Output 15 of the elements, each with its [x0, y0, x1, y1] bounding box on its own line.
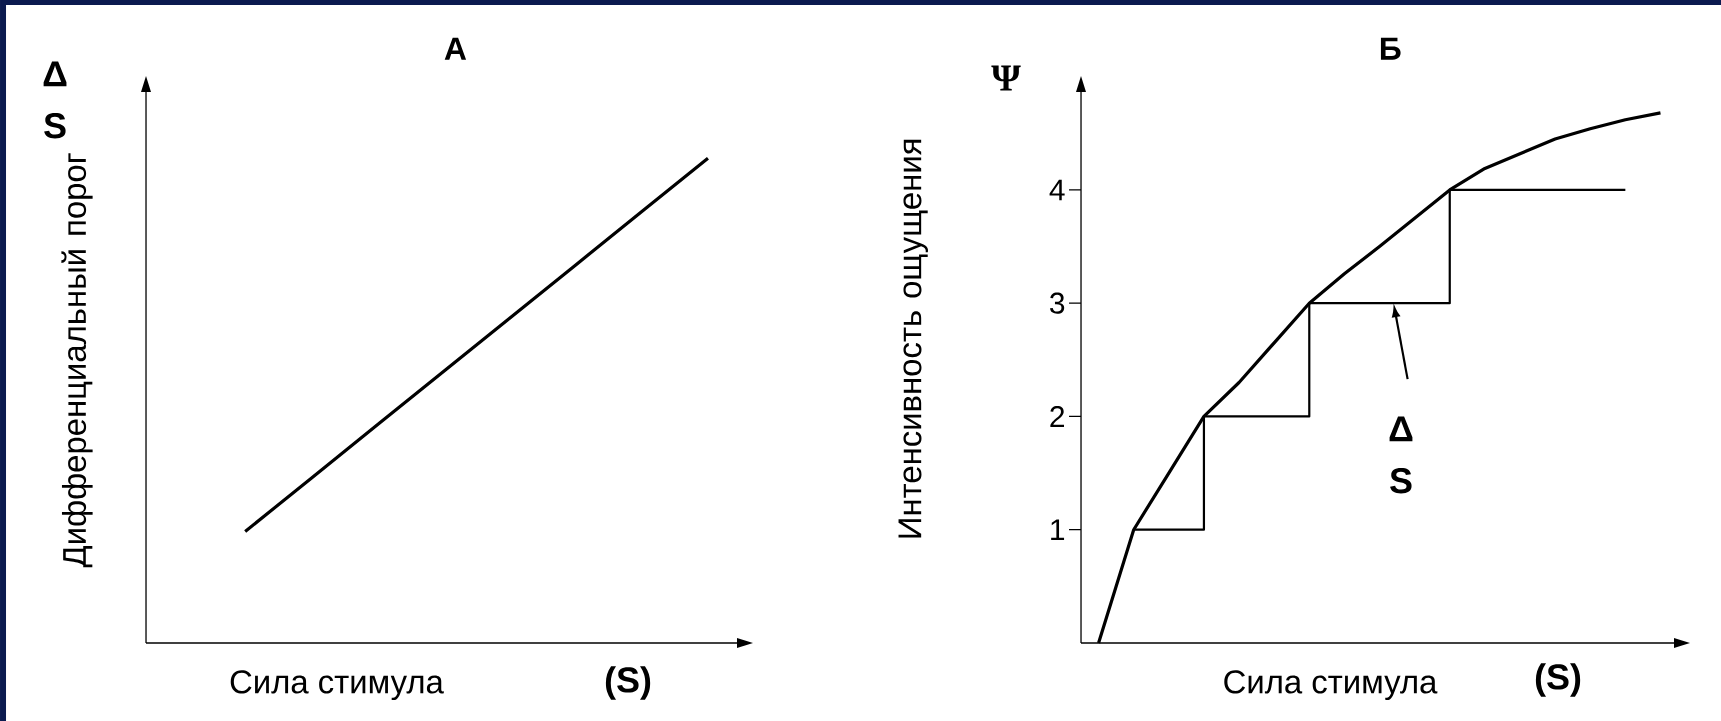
y-axis-title: Дифференциальный порог [61, 153, 93, 568]
text: (S) [605, 666, 651, 700]
text: (S) [1535, 663, 1581, 697]
annotation: Δ S [1389, 416, 1413, 494]
y-tick-label: 2 [1050, 406, 1064, 427]
y-tick-label: 4 [1049, 179, 1065, 201]
y-tick-label: 3 [1050, 292, 1065, 314]
y-tick-label: 1 [1051, 519, 1065, 540]
x-axis-title: Сила стимула [230, 670, 444, 701]
text: Ψ [991, 65, 1021, 91]
chart-title: А [444, 37, 467, 60]
x-axis-title: Сила стимула [1224, 670, 1438, 701]
y-axis-title: Интенсивность ощущения [898, 139, 928, 538]
chart-title: Б [1380, 37, 1401, 60]
text: Δ S [43, 61, 67, 139]
